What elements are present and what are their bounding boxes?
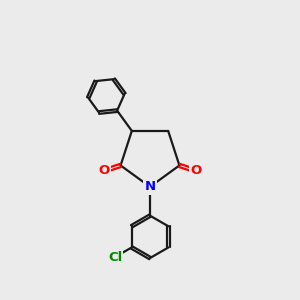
Text: N: N <box>144 180 156 193</box>
Text: O: O <box>190 164 201 177</box>
Text: O: O <box>99 164 110 177</box>
Text: Cl: Cl <box>108 251 123 264</box>
